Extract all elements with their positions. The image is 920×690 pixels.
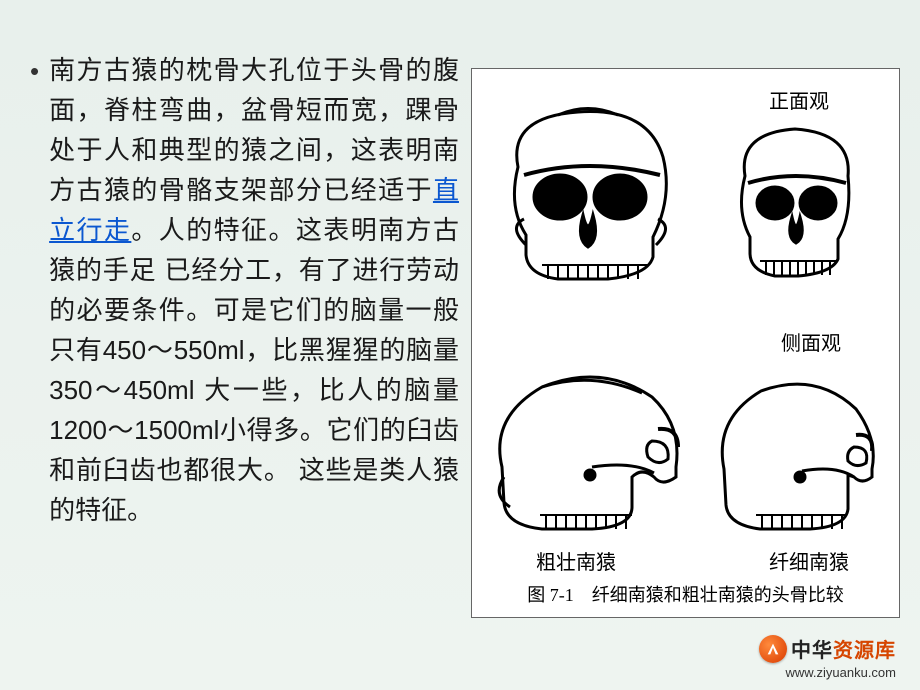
- bullet-dot: •: [30, 50, 39, 530]
- skull-robust-front: [488, 97, 688, 297]
- skull-gracile-side: [706, 369, 886, 549]
- slide: • 南方古猿的枕骨大孔位于头骨的腹面，脊柱弯曲，盆骨短而宽，踝骨处于人和典型的猿…: [0, 0, 920, 690]
- label-side-view: 侧面观: [781, 327, 841, 356]
- brand-text: 中华资源库: [791, 634, 896, 663]
- skull-robust-side: [482, 357, 692, 547]
- brand-badge-icon: [759, 635, 787, 663]
- brand-logo: 中华资源库 www.ziyuanku.com: [759, 634, 896, 680]
- figure-panel: 正面观 侧面观 粗壮南猿 纤细南猿 图 7-1 纤细南猿和粗壮南猿的头骨比较: [471, 68, 900, 618]
- skull-gracile-front: [720, 121, 870, 291]
- label-gracile: 纤细南猿: [769, 546, 849, 575]
- body-paragraph: 南方古猿的枕骨大孔位于头骨的腹面，脊柱弯曲，盆骨短而宽，踝骨处于人和典型的猿之间…: [49, 50, 459, 530]
- label-robust: 粗壮南猿: [536, 546, 616, 575]
- label-front-view: 正面观: [769, 85, 829, 114]
- text-pre-link: 南方古猿的枕骨大孔位于头骨的腹面，脊柱弯曲，盆骨短而宽，踝骨处于人和典型的猿之间…: [49, 55, 459, 205]
- text-post-link: 。人的特征。这表明南方古猿的手足 已经分工，有了进行劳动的必要条件。可是它们的脑…: [49, 215, 459, 525]
- brand-url: www.ziyuanku.com: [785, 665, 896, 680]
- brand-text-a: 中华: [791, 640, 833, 662]
- figure-caption: 图 7-1 纤细南猿和粗壮南猿的头骨比较: [472, 581, 899, 607]
- bullet-row: • 南方古猿的枕骨大孔位于头骨的腹面，脊柱弯曲，盆骨短而宽，踝骨处于人和典型的猿…: [30, 50, 459, 530]
- brand-logo-top: 中华资源库: [759, 634, 896, 663]
- text-column: • 南方古猿的枕骨大孔位于头骨的腹面，脊柱弯曲，盆骨短而宽，踝骨处于人和典型的猿…: [30, 50, 469, 660]
- brand-text-b: 资源库: [833, 640, 896, 662]
